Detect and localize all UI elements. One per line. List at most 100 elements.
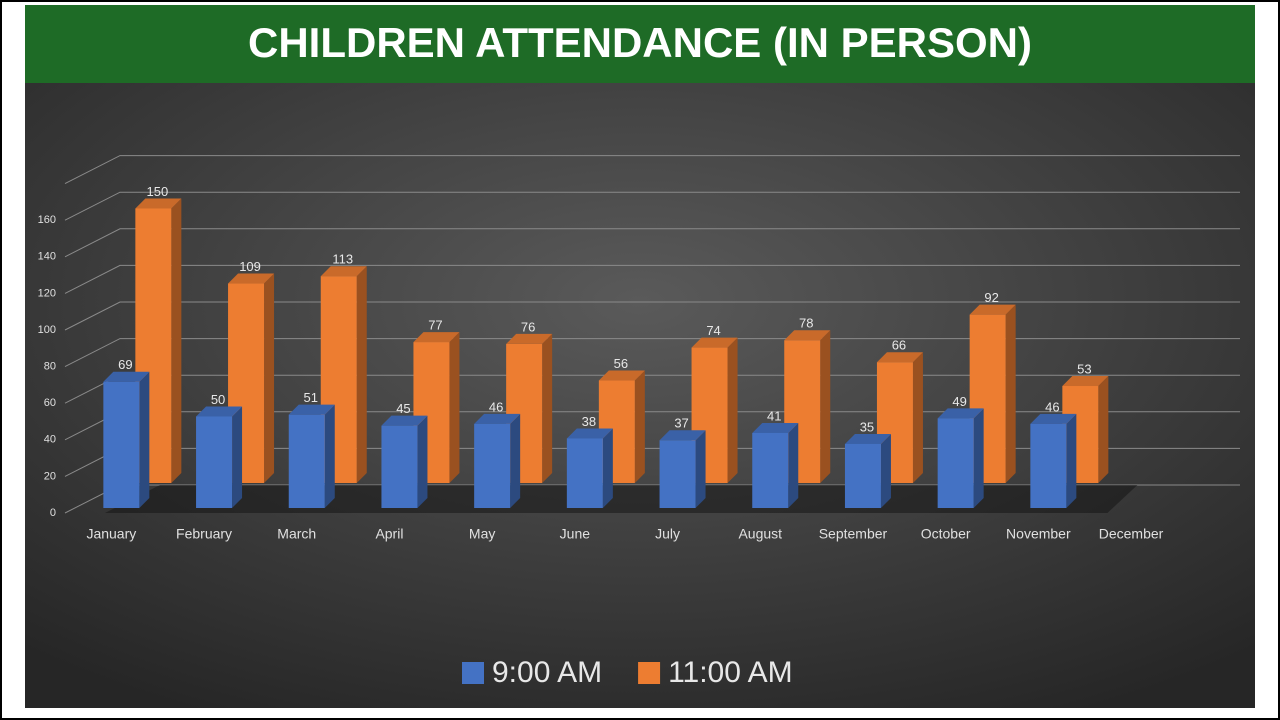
bar-top — [876, 352, 923, 363]
value-label: 53 — [1077, 361, 1091, 376]
bar-top — [381, 415, 428, 426]
bar-side — [695, 430, 706, 508]
bar — [103, 381, 140, 508]
value-label: 45 — [396, 401, 410, 416]
x-tick-label: November — [1006, 526, 1071, 542]
bar-top — [196, 406, 243, 417]
bar-side — [356, 266, 367, 483]
grid-line — [64, 301, 1240, 331]
bar-side — [449, 332, 460, 483]
bar-side — [232, 406, 243, 508]
legend-swatch — [638, 662, 661, 684]
bar-top — [937, 408, 984, 419]
bar-top — [474, 413, 521, 424]
x-tick-label: January — [86, 526, 136, 542]
value-label: 77 — [428, 318, 442, 333]
bar-side — [1066, 413, 1077, 508]
bar-side — [542, 333, 553, 483]
x-tick-label: December — [1099, 526, 1164, 542]
bar-top — [969, 304, 1016, 315]
bar-top — [288, 404, 335, 415]
bar-top — [784, 330, 831, 341]
legend-label: 11:00 AM — [668, 656, 793, 689]
bar-side — [880, 433, 891, 508]
x-tick-label: February — [176, 526, 232, 542]
bar — [659, 440, 696, 508]
y-tick-label: 140 — [38, 251, 56, 263]
value-label: 56 — [614, 356, 628, 371]
bar-top — [659, 430, 706, 441]
bar-side — [324, 404, 335, 508]
bar — [474, 423, 511, 508]
value-label: 38 — [582, 414, 596, 429]
bar-top — [752, 422, 799, 433]
grid-line — [64, 264, 1240, 294]
bar-side — [973, 408, 984, 508]
value-label: 74 — [706, 323, 720, 338]
x-tick-label: September — [819, 526, 888, 542]
bar-side — [727, 337, 738, 483]
bar-side — [139, 371, 150, 508]
value-label: 37 — [674, 416, 688, 431]
value-label: 78 — [799, 316, 813, 331]
x-tick-label: August — [738, 526, 782, 542]
bar-top — [413, 332, 460, 343]
legend-label: 9:00 AM — [492, 656, 602, 689]
value-label: 66 — [892, 338, 906, 353]
bar-side — [1098, 376, 1109, 483]
bar-top — [691, 337, 738, 348]
bar-side — [510, 413, 521, 508]
bar — [288, 414, 325, 508]
bar-side — [788, 422, 799, 508]
grid-line — [64, 191, 1240, 221]
bar — [844, 443, 881, 508]
bar-side — [634, 370, 645, 483]
x-tick-label: March — [277, 526, 316, 542]
bar-top — [320, 266, 367, 277]
bar-side — [171, 198, 182, 483]
grid-line — [64, 338, 1240, 368]
bar-top — [844, 433, 891, 444]
bar — [381, 425, 418, 508]
value-label: 49 — [952, 394, 966, 409]
bar — [566, 438, 603, 508]
x-tick-label: April — [375, 526, 403, 542]
bar — [196, 416, 233, 508]
chart-title: CHILDREN ATTENDANCE (IN PERSON) — [248, 19, 1032, 66]
value-label: 46 — [1045, 399, 1059, 414]
value-label: 69 — [118, 357, 132, 372]
y-tick-label: 0 — [50, 507, 56, 519]
grid-line — [64, 228, 1240, 258]
y-tick-label: 120 — [38, 287, 56, 299]
bar-top — [566, 428, 613, 439]
y-tick-label: 80 — [44, 361, 56, 373]
bar-top — [228, 273, 275, 284]
bar-side — [1005, 304, 1016, 483]
value-label: 41 — [767, 408, 781, 423]
bar-side — [417, 415, 428, 508]
bar — [1030, 423, 1067, 508]
y-tick-label: 100 — [38, 324, 56, 336]
y-tick-label: 40 — [44, 434, 56, 446]
x-tick-label: June — [560, 526, 591, 542]
value-label: 113 — [332, 252, 353, 267]
value-label: 92 — [984, 290, 998, 305]
value-label: 46 — [489, 399, 503, 414]
title-banner — [25, 5, 1255, 83]
bar-top — [135, 198, 182, 209]
x-tick-label: May — [469, 526, 495, 542]
y-tick-label: 60 — [44, 397, 56, 409]
value-label: 109 — [239, 259, 261, 274]
bar-side — [820, 330, 831, 483]
value-label: 150 — [146, 184, 168, 199]
x-tick-label: July — [655, 526, 680, 542]
value-label: 76 — [521, 319, 535, 334]
bar-top — [598, 370, 645, 381]
grid-line — [64, 155, 1240, 185]
bar — [752, 432, 789, 508]
bar-top — [103, 371, 150, 382]
bar — [937, 418, 974, 508]
y-tick-label: 160 — [38, 214, 56, 226]
value-label: 50 — [211, 392, 225, 407]
